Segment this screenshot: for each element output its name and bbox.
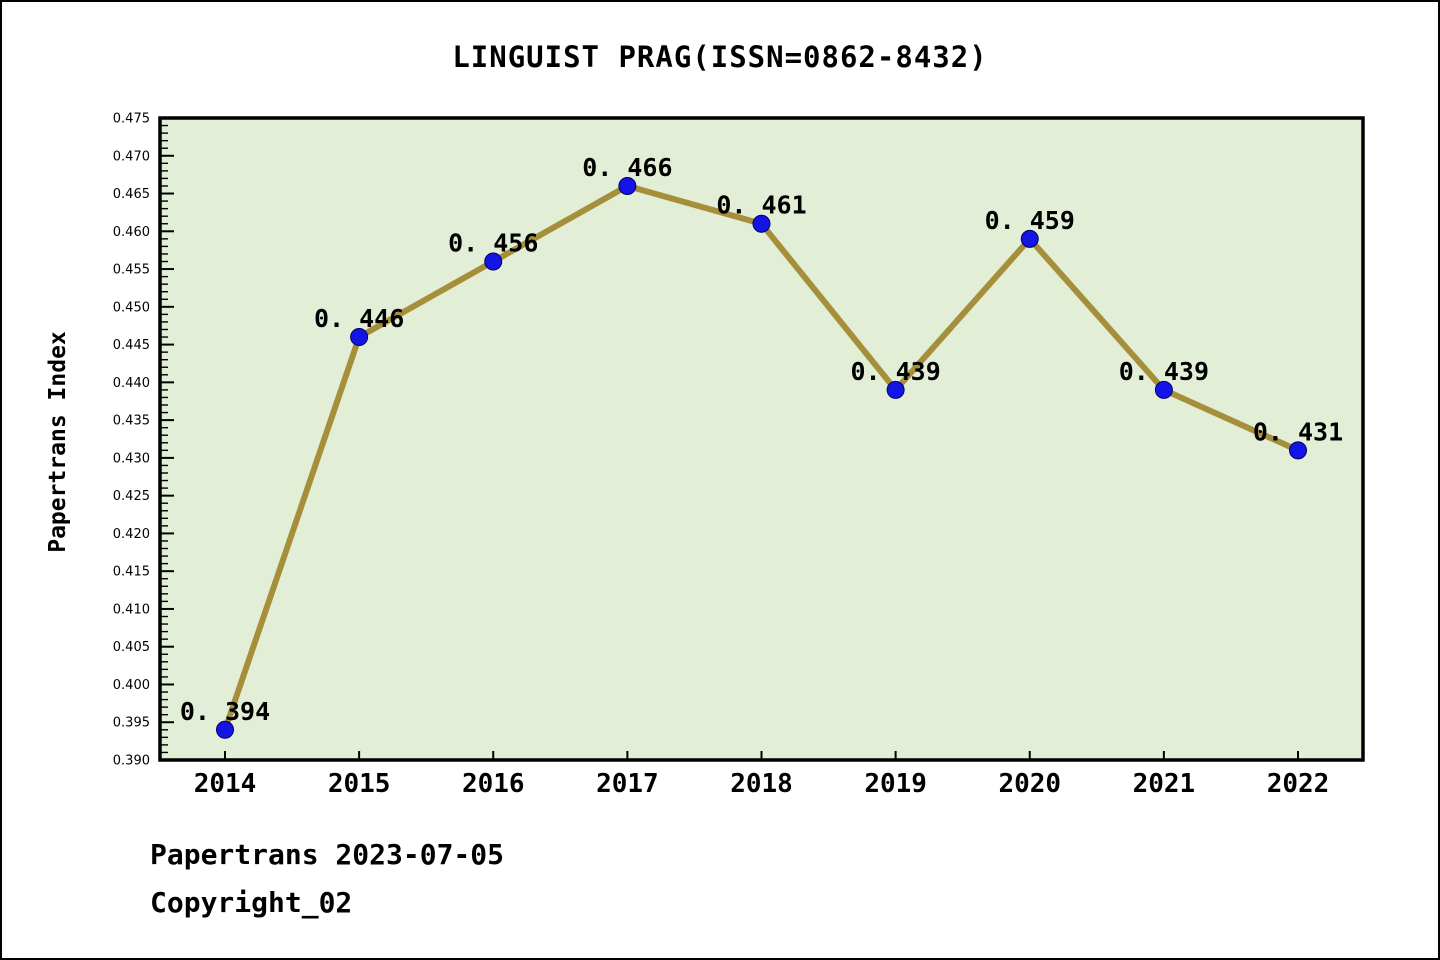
- data-point-marker: [484, 252, 503, 271]
- data-point-marker: [1289, 441, 1307, 460]
- x-tick-label: 2017: [596, 769, 659, 799]
- y-tick-label: 0.470: [113, 149, 150, 164]
- y-tick-label: 0.475: [113, 112, 150, 127]
- y-tick-label: 0.390: [113, 754, 150, 769]
- y-tick-label: 0.430: [113, 451, 150, 466]
- data-point-marker: [752, 214, 771, 233]
- y-tick-label: 0.465: [113, 187, 150, 202]
- x-axis: 2014 2015 2016 2017 2018 2019 2020 2021 2022: [194, 751, 1330, 799]
- x-tick-label: 2019: [864, 769, 927, 799]
- chart-title: LINGUIST PRAG(ISSN=0862-8432): [452, 40, 988, 74]
- y-tick-label: 0.435: [113, 414, 150, 429]
- y-tick-label: 0.400: [113, 678, 150, 693]
- y-tick-label: 0.440: [113, 376, 150, 391]
- x-tick-label: 2021: [1133, 769, 1196, 799]
- y-tick-label: 0.395: [113, 716, 150, 731]
- x-tick-label: 2016: [462, 769, 525, 799]
- x-tick-label: 2022: [1267, 769, 1330, 799]
- y-tick-label: 0.455: [113, 263, 150, 278]
- data-point-marker: [618, 176, 637, 195]
- y-tick-label: 0.460: [113, 225, 150, 240]
- data-point-marker: [1020, 229, 1039, 248]
- y-tick-label: 0.450: [113, 300, 150, 315]
- x-tick-label: 2018: [730, 769, 793, 799]
- data-point-marker: [1154, 380, 1173, 399]
- footer-date-text: Papertrans 2023-07-05: [150, 838, 505, 871]
- y-tick-label: 0.420: [113, 527, 150, 542]
- data-point-marker: [216, 720, 234, 739]
- x-tick-label: 2020: [998, 769, 1061, 799]
- x-tick-label: 2014: [194, 769, 257, 799]
- x-tick-label: 2015: [328, 769, 391, 799]
- data-point-marker: [886, 380, 905, 399]
- data-point-marker: [350, 328, 369, 347]
- y-tick-label: 0.415: [113, 565, 150, 580]
- y-tick-label: 0.405: [113, 640, 150, 655]
- plot-frame: [158, 116, 1365, 762]
- footer-copyright-text: Copyright_02: [150, 886, 353, 919]
- y-tick-label: 0.410: [113, 602, 150, 617]
- y-tick-label: 0.425: [113, 489, 150, 504]
- y-tick-label: 0.445: [113, 338, 150, 353]
